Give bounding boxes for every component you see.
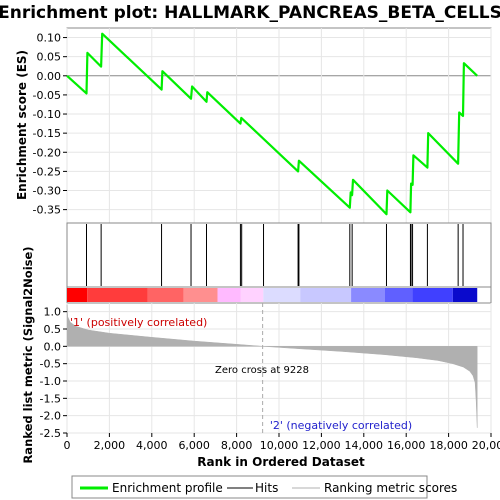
x-tick-label: 8,000	[221, 439, 253, 452]
es-tick-label: -0.10	[33, 108, 61, 121]
es-tick-label: -0.20	[33, 146, 61, 159]
es-tick-label: -0.30	[33, 185, 61, 198]
color-bar-segment	[147, 288, 184, 302]
es-axis-title: Enrichment score (ES)	[15, 50, 29, 200]
es-tick-label: -0.35	[33, 204, 61, 217]
rank-color-bar	[66, 286, 492, 304]
es-tick-label: -0.25	[33, 165, 61, 178]
es-panel: 0.10 0.05 0.00 -0.05 -0.10 -0.15 -0.20 -0.25 -0.…	[33, 27, 492, 224]
x-tick-label: 16,000	[387, 439, 426, 452]
ranked-metric-panel: 1.0 0.5 0.0 -0.5 -1.0 -1.5 -2.0 -2.5 0 2,000 4,00…	[40, 302, 500, 452]
metric-tick-label: 0.0	[44, 340, 62, 353]
negative-correlation-label: '2' (negatively correlated)	[270, 419, 412, 432]
x-tick-label: 0	[64, 439, 71, 452]
metric-tick-label: -2.5	[40, 427, 61, 440]
color-bar-segment	[412, 288, 453, 302]
x-tick-label: 18,000	[429, 439, 468, 452]
x-tick-label: 20,000	[472, 439, 500, 452]
color-bar-segment	[385, 288, 413, 302]
metric-tick-label: -0.5	[40, 358, 61, 371]
metric-tick-label: -1.5	[40, 392, 61, 405]
color-bar-segment	[263, 288, 301, 302]
x-tick-label: 14,000	[345, 439, 384, 452]
metric-tick-label: -1.0	[40, 375, 61, 388]
color-bar-segment	[452, 288, 478, 302]
x-tick-label: 10,000	[260, 439, 299, 452]
enrichment-profile-line	[66, 32, 478, 216]
x-tick-label: 2,000	[94, 439, 126, 452]
es-tick-label: -0.15	[33, 127, 61, 140]
color-bar-segment	[87, 288, 148, 302]
es-tick-label: 0.00	[37, 70, 62, 83]
zero-cross-label: Zero cross at 9228	[215, 365, 309, 376]
chart-title: Enrichment plot: HALLMARK_PANCREAS_BETA_…	[0, 3, 500, 23]
x-tick-label: 12,000	[302, 439, 341, 452]
legend-enrichment-label: Enrichment profile	[112, 481, 223, 495]
x-tick-label: 6,000	[178, 439, 210, 452]
metric-tick-label: 0.5	[44, 323, 62, 336]
ranking-metric-area	[66, 304, 478, 428]
legend: Enrichment profile Hits Ranking metric s…	[71, 475, 457, 499]
es-tick-label: 0.05	[37, 51, 62, 64]
metric-tick-label: 1.0	[44, 306, 62, 319]
legend-hits-label: Hits	[255, 481, 278, 495]
positive-correlation-label: '1' (positively correlated)	[70, 316, 207, 329]
color-bar-segment	[183, 288, 218, 302]
color-bar-segment	[217, 288, 241, 302]
es-tick-label: 0.10	[37, 32, 62, 45]
legend-metric-label: Ranking metric scores	[324, 481, 457, 495]
x-axis-title: Rank in Ordered Dataset	[197, 455, 365, 469]
color-bar-segment	[300, 288, 352, 302]
es-tick-label: -0.05	[33, 89, 61, 102]
hits-panel	[66, 222, 492, 288]
metric-tick-label: -2.0	[40, 410, 61, 423]
metric-axis-title: Ranked list metric (Signal2Noise)	[21, 246, 35, 463]
x-tick-label: 4,000	[136, 439, 168, 452]
color-bar-segment	[240, 288, 264, 302]
color-bar-segment	[67, 288, 88, 302]
color-bar-segment	[351, 288, 385, 302]
